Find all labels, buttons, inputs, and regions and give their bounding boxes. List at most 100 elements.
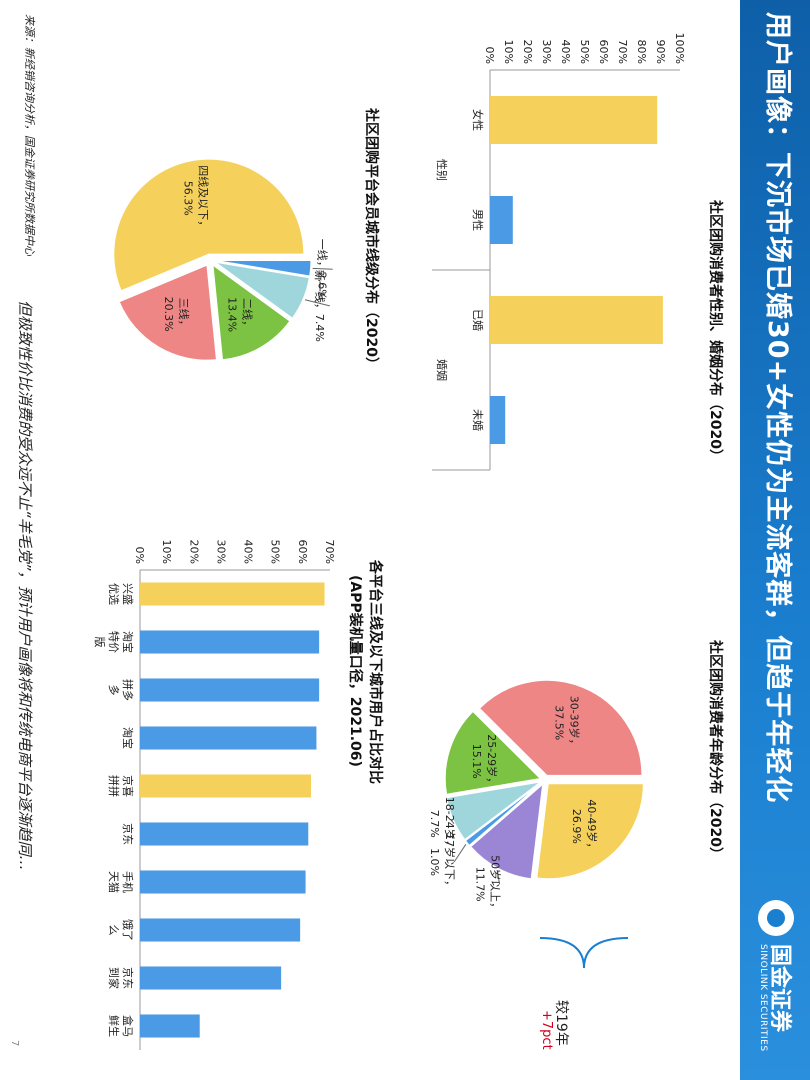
slice-value: 56.3% <box>182 181 195 216</box>
x-tick-label: 盒马 <box>121 1015 135 1037</box>
y-tick-label: 0% <box>133 547 146 564</box>
bar <box>140 774 311 798</box>
x-tick-label: 版 <box>93 637 107 648</box>
bracket-icon <box>539 937 629 969</box>
x-tick-label: 男性 <box>471 209 485 231</box>
group-label: 性别 <box>435 159 449 181</box>
leader-line <box>304 299 330 307</box>
y-tick-label: 0% <box>483 47 496 64</box>
pie-slice <box>464 782 542 847</box>
y-tick-label: 30% <box>540 40 553 64</box>
bar <box>490 296 663 344</box>
bar <box>490 96 658 144</box>
x-tick-label: 已婚 <box>471 309 485 331</box>
pie-slice <box>446 781 541 841</box>
chart-title: 各平台三线及以下城市用户占比对比 <box>367 560 383 784</box>
y-tick-label: 30% <box>214 540 227 564</box>
pie-slice <box>444 710 542 795</box>
x-tick-label: 京喜 <box>121 775 135 797</box>
bar <box>140 582 325 606</box>
x-tick-label: 特价 <box>107 631 121 653</box>
y-tick-label: 50% <box>578 40 591 64</box>
slice-value: 15.1% <box>470 744 483 779</box>
pie-slice <box>212 264 291 361</box>
x-tick-label: 女性 <box>471 109 485 131</box>
slice-value: 1.0% <box>428 848 441 876</box>
x-tick-label: 京东 <box>121 823 135 845</box>
bar <box>139 822 309 846</box>
source-note: 来源：新经销咨询分析，国金证券研究所数据中心 <box>23 14 36 256</box>
x-tick-label: 么 <box>107 925 120 936</box>
slice-label: 二线， <box>240 298 254 331</box>
slice-value: 20.3% <box>162 297 175 332</box>
pie-slice <box>478 679 643 776</box>
bar <box>139 726 317 750</box>
pie-slice <box>215 261 310 319</box>
page-number: 7 <box>9 1040 20 1047</box>
x-tick-label: 兴盛 <box>121 583 135 605</box>
bar <box>139 1014 200 1038</box>
chart-title: 社区团购平台会员城市线级分布（2020） <box>363 108 379 371</box>
x-tick-label: 到家 <box>107 967 121 989</box>
slice-label: 50岁以上， <box>489 855 503 913</box>
slice-label: 新一线，7.4% <box>313 270 327 342</box>
y-tick-label: 70% <box>323 540 336 564</box>
slice-label: 四线及以下， <box>197 165 211 231</box>
bar <box>140 870 306 894</box>
pie-slice <box>215 259 312 277</box>
bar <box>140 918 301 942</box>
slice-value: 13.4% <box>225 297 238 332</box>
age-pie-chart: 40-49岁，26.9% 50岁以上，11.7% 17岁以下，1.0%18-24岁，… <box>428 679 644 913</box>
leader-line <box>451 820 455 825</box>
x-tick-label: 淘宝 <box>121 727 135 749</box>
pie-slice <box>118 264 218 361</box>
y-tick-label: 90% <box>654 40 667 64</box>
company-logo: 国金证券 SINOLINK SECURITIES <box>748 900 802 1070</box>
platform-bar-chart: 0% 10% 20% 30% 40% 50% 60% 70%兴盛优选淘宝特价版拼多多淘宝京喜拼… <box>93 540 336 1050</box>
slice-label: 17岁以下， <box>443 833 457 891</box>
y-tick-label: 60% <box>597 40 610 64</box>
y-tick-label: 10% <box>502 40 515 64</box>
x-tick-label: 手机 <box>121 871 135 893</box>
x-tick-label: 多 <box>107 685 121 696</box>
conclusion-text: 但极致性价比消费的受众远不止“羊毛党”，预计用户画像将和传统电商平台逐渐趋同… <box>16 300 34 871</box>
x-tick-label: 饿了 <box>121 919 135 941</box>
y-tick-label: 20% <box>187 540 200 564</box>
logo-mark-icon <box>758 900 794 936</box>
slice-value: 7.7% <box>428 810 441 838</box>
x-tick-label: 鲜生 <box>107 1015 121 1037</box>
slice-label: 18-24岁， <box>443 797 457 851</box>
leader-line <box>312 267 333 270</box>
leader-line <box>453 844 467 863</box>
logo-english-name: SINOLINK SECURITIES <box>758 944 768 1052</box>
x-tick-label: 未婚 <box>471 409 485 431</box>
x-tick-label: 拼拼 <box>107 775 121 797</box>
leader-line <box>496 869 501 885</box>
slice-label: 30-39岁， <box>568 696 582 750</box>
slice-label: 三线， <box>177 298 191 331</box>
pie-slice <box>536 783 644 880</box>
slide-header: 用户画像：下沉市场已婚30+女性仍为主流客群，但趋于年轻化 国金证券 SINOL… <box>740 0 810 1080</box>
x-tick-label: 拼多 <box>121 679 135 701</box>
pie-slice <box>470 783 544 880</box>
slice-value: 11.7% <box>474 867 487 902</box>
slice-label: 一线，2.6% <box>316 239 330 300</box>
slice-value: 37.5% <box>553 705 566 740</box>
y-tick-label: 80% <box>635 40 648 64</box>
bar <box>140 966 282 990</box>
slice-value: 26.9% <box>570 809 583 844</box>
y-tick-label: 60% <box>296 540 309 564</box>
y-tick-label: 50% <box>269 540 282 564</box>
compare-label: 较19年 <box>553 1000 569 1046</box>
y-tick-label: 40% <box>242 540 255 564</box>
y-tick-label: 70% <box>616 40 629 64</box>
x-tick-label: 天猫 <box>107 871 120 893</box>
pie-slice <box>113 158 305 292</box>
y-tick-label: 10% <box>160 540 173 564</box>
bar <box>140 630 320 654</box>
y-tick-label: 20% <box>521 40 534 64</box>
y-tick-label: 40% <box>559 40 572 64</box>
slice-label: 25-29岁， <box>485 734 499 788</box>
